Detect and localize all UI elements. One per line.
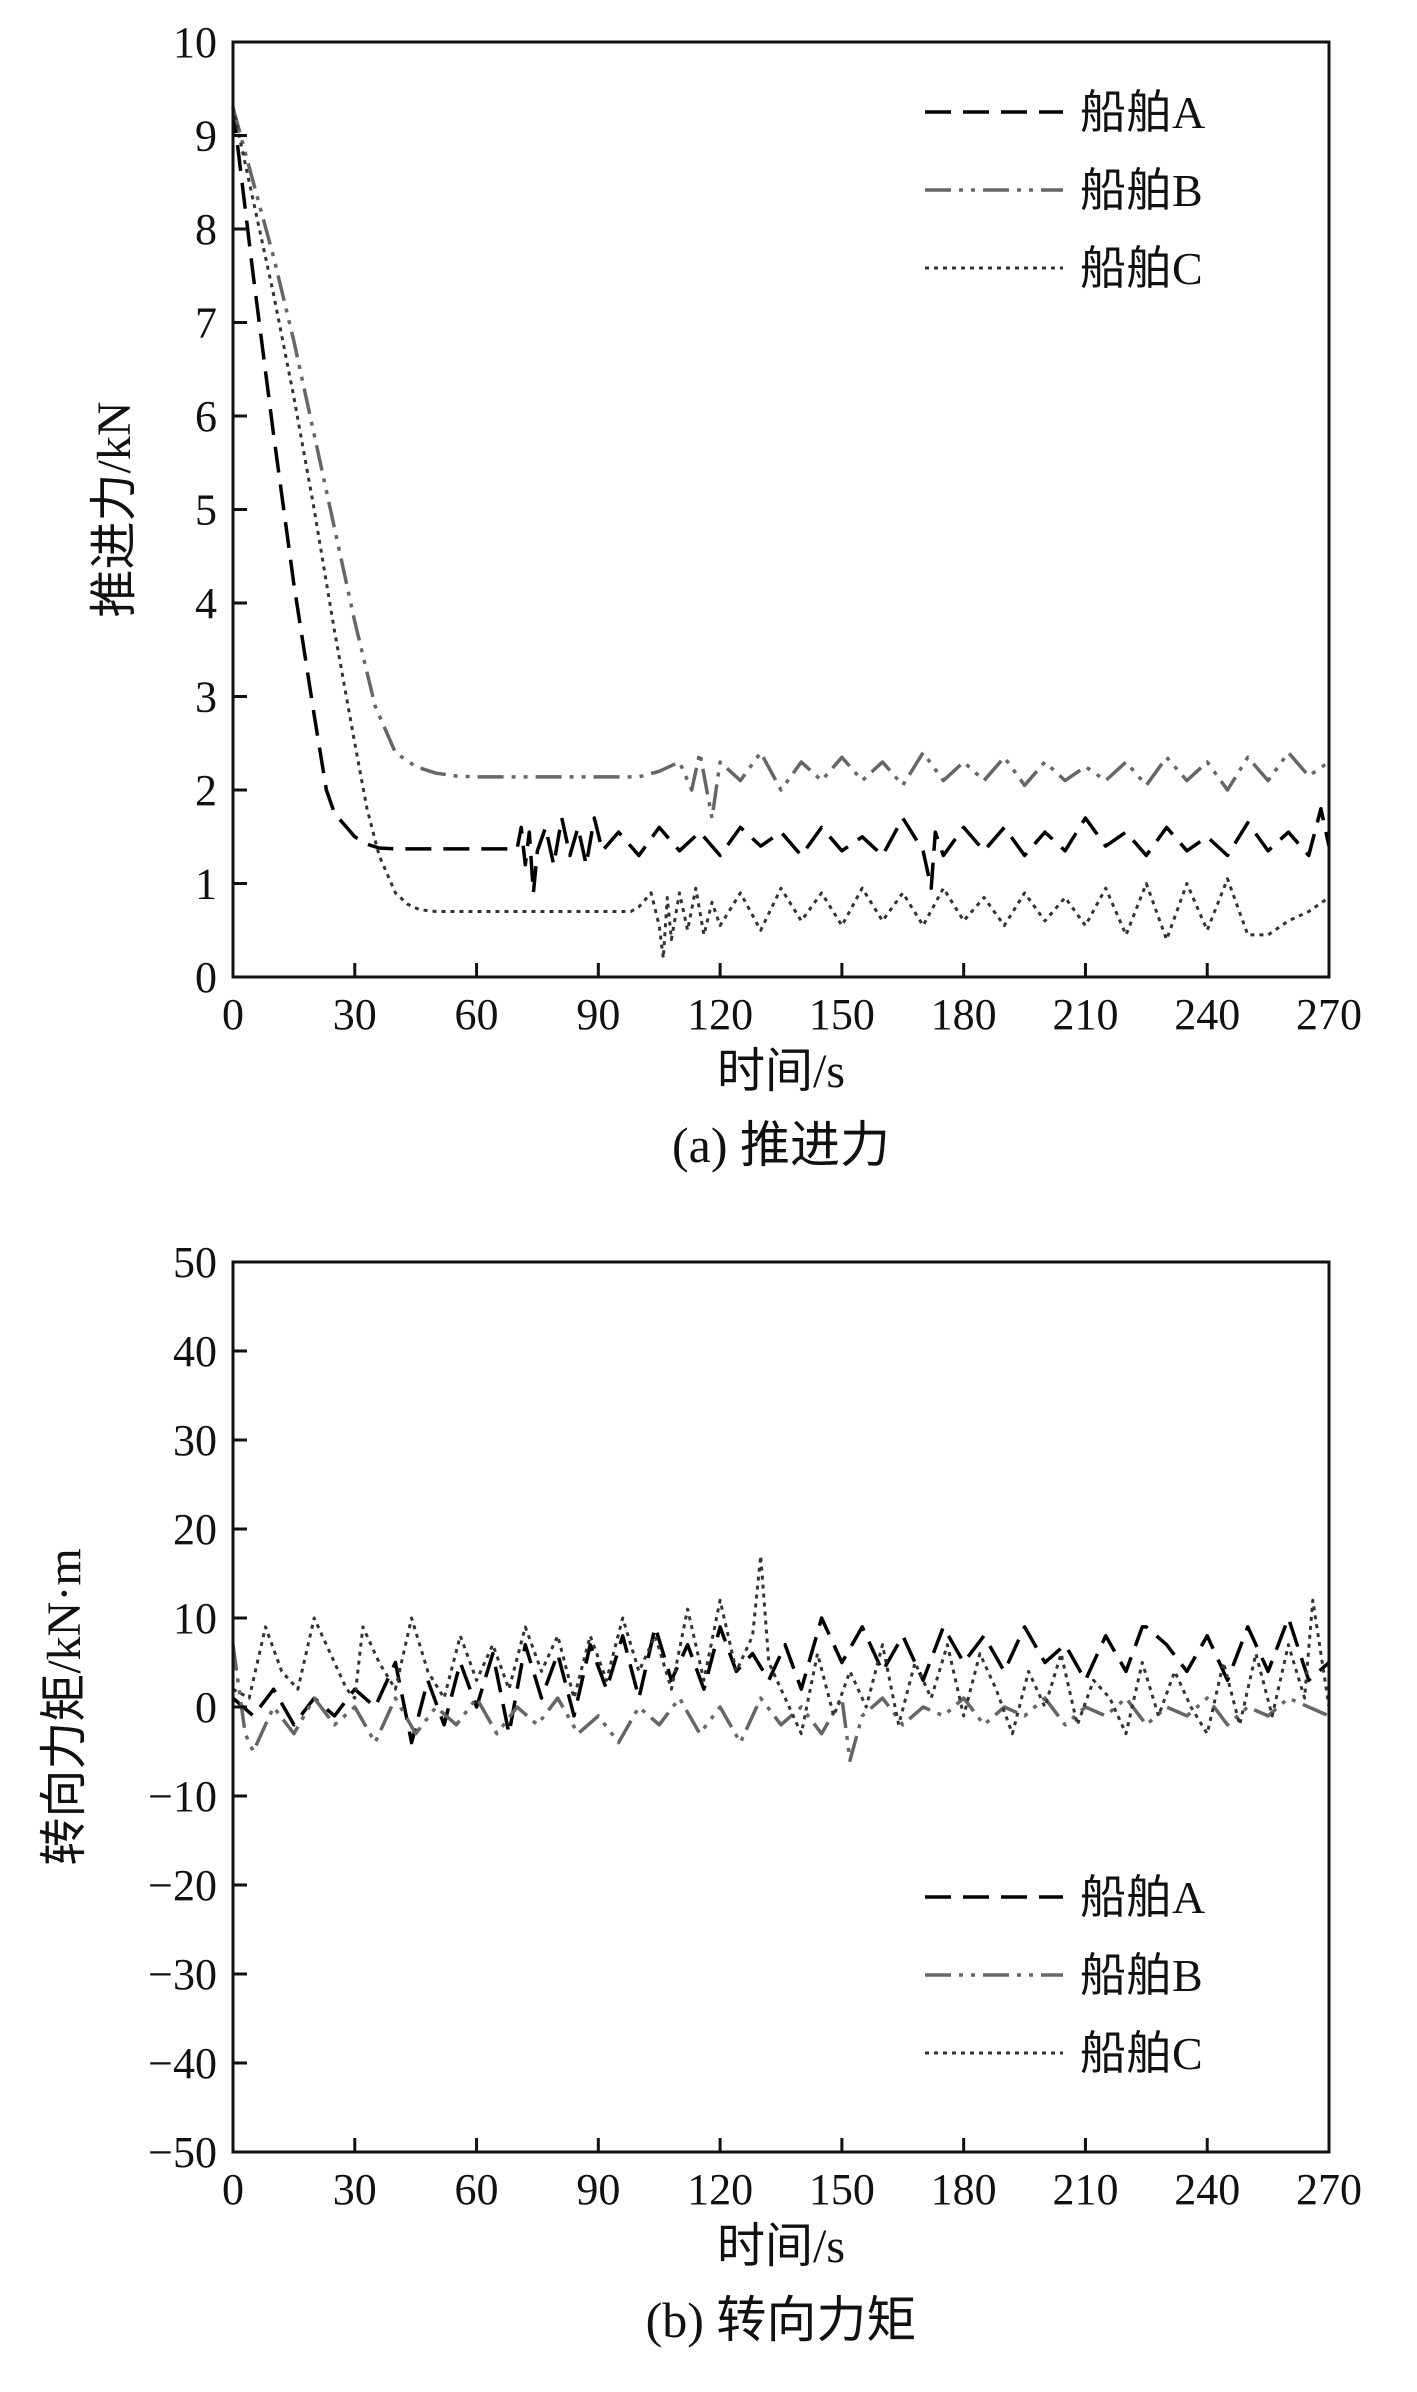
x-tick-label: 180 <box>931 2165 997 2214</box>
x-tick-label: 60 <box>455 990 499 1039</box>
legend: 船舶A 船舶B 船舶C <box>925 1872 1205 2079</box>
x-tick-label: 270 <box>1296 2165 1362 2214</box>
x-tick-label: 150 <box>809 990 875 1039</box>
y-tick-label: −10 <box>148 1772 217 1821</box>
y-tick-label: 5 <box>195 486 217 535</box>
y-tick-label: 4 <box>195 579 217 628</box>
legend: 船舶A 船舶B 船舶C <box>925 87 1205 294</box>
legend-entry-a: 船舶A <box>925 87 1205 138</box>
x-axis-label: 时间/s <box>717 1045 845 1098</box>
y-tick-label: 8 <box>195 205 217 254</box>
tick-labels: 0 30 60 90 120 150 180 210 240 270 0 1 2 3 4 5 6 7 8 9 10 <box>173 18 1362 1039</box>
x-tick-label: 90 <box>576 2165 620 2214</box>
y-tick-label: 0 <box>195 953 217 1002</box>
series-line-1 <box>231 107 1331 895</box>
y-tick-label: 2 <box>195 766 217 815</box>
y-tick-label: 0 <box>195 1683 217 1732</box>
y-tick-label: 10 <box>173 18 217 67</box>
legend-label: 船舶C <box>1080 243 1203 294</box>
legend-entry-b: 船舶B <box>925 1950 1203 2001</box>
x-tick-label: 240 <box>1174 990 1240 1039</box>
x-tick-label: 30 <box>333 2165 377 2214</box>
legend-entry-c: 船舶C <box>925 243 1203 294</box>
series-line-3 <box>232 1554 1331 1736</box>
y-tick-label: 7 <box>195 299 217 348</box>
plot-frame <box>231 40 1331 979</box>
y-tick-label: 6 <box>195 392 217 441</box>
y-tick-label: 30 <box>173 1416 217 1465</box>
y-tick-label: 50 <box>173 1238 217 1287</box>
x-tick-label: 180 <box>931 990 997 1039</box>
x-tick-label: 270 <box>1296 990 1362 1039</box>
x-axis-label: 时间/s <box>717 2220 845 2273</box>
y-tick-label: 1 <box>195 860 217 909</box>
y-tick-label: −40 <box>148 2039 217 2088</box>
series-line-2 <box>231 106 1330 820</box>
x-tick-label: 60 <box>455 2165 499 2214</box>
y-tick-label: 20 <box>173 1505 217 1554</box>
y-tick-label: −30 <box>148 1950 217 1999</box>
panel-caption: (a) 推进力 <box>672 1117 890 1173</box>
y-tick-label: 3 <box>195 673 217 722</box>
series-line-2 <box>231 1644 1330 1763</box>
tick-marks <box>231 1260 1331 2154</box>
legend-entry-c: 船舶C <box>925 2028 1203 2079</box>
x-tick-label: 210 <box>1052 2165 1118 2214</box>
x-tick-label: 150 <box>809 2165 875 2214</box>
plot-lines <box>231 1554 1331 1763</box>
legend-label: 船舶B <box>1080 165 1203 216</box>
legend-entry-b: 船舶B <box>925 165 1203 216</box>
y-axis-label: 推进力/kN <box>88 401 141 617</box>
legend-label: 船舶A <box>1080 87 1205 138</box>
y-tick-label: −20 <box>148 1861 217 1910</box>
y-axis-label: 转向力矩/kN·m <box>38 1548 91 1865</box>
legend-entry-a: 船舶A <box>925 1872 1205 1923</box>
x-tick-label: 90 <box>576 990 620 1039</box>
legend-label: 船舶C <box>1080 2028 1203 2079</box>
y-tick-label: −50 <box>148 2128 217 2177</box>
y-tick-label: 10 <box>173 1594 217 1643</box>
panel-a-thrust: 0 30 60 90 120 150 180 210 240 270 0 1 2 3 4 5 6 7 8 9 10 时间… <box>88 18 1362 1173</box>
legend-label: 船舶B <box>1080 1950 1203 2001</box>
x-tick-label: 210 <box>1052 990 1118 1039</box>
x-tick-label: 30 <box>333 990 377 1039</box>
plot-lines <box>231 106 1331 960</box>
tick-labels: 0 30 60 90 120 150 180 210 240 270 −50 −40 −30 −20 −10… <box>148 1238 1362 2214</box>
panel-b-steering-moment: 0 30 60 90 120 150 180 210 240 270 −50 −40 −30 −20 −10… <box>38 1238 1362 2348</box>
x-tick-label: 120 <box>687 990 753 1039</box>
x-tick-label: 120 <box>687 2165 753 2214</box>
panel-caption: (b) 转向力矩 <box>646 2292 917 2348</box>
series-line-1 <box>231 1616 1331 1745</box>
y-tick-label: 40 <box>173 1327 217 1376</box>
plot-frame <box>231 1260 1331 2154</box>
legend-label: 船舶A <box>1080 1872 1205 1923</box>
x-tick-label: 0 <box>222 2165 244 2214</box>
y-tick-label: 9 <box>195 112 217 161</box>
x-tick-label: 240 <box>1174 2165 1240 2214</box>
x-tick-label: 0 <box>222 990 244 1039</box>
